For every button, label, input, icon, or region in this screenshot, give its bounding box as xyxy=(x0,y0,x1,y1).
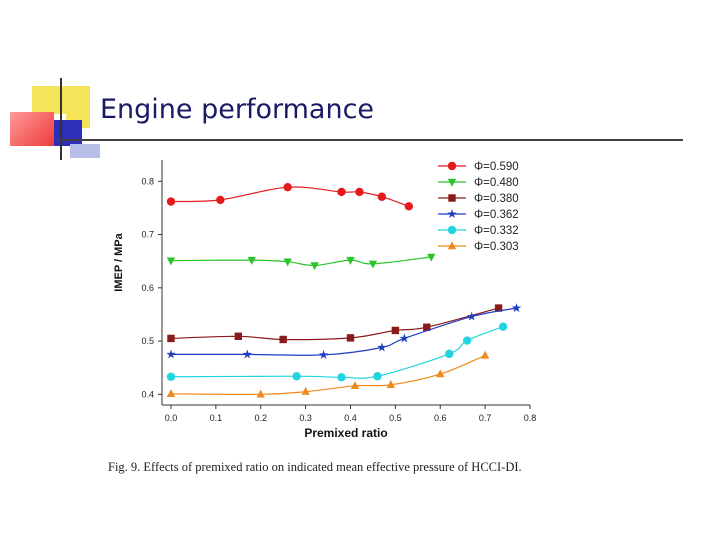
data-point xyxy=(466,311,477,321)
data-point xyxy=(337,373,346,382)
data-point xyxy=(166,389,176,398)
data-point xyxy=(310,262,319,271)
imep-chart: 0.0 0.1 0.2 0.3 0.4 0.5 0.6 0.7 0.8 0.4 0.5 0.6 0.7 0… xyxy=(113,160,537,440)
legend-marker xyxy=(447,241,457,250)
data-point xyxy=(511,303,522,313)
data-point xyxy=(242,349,252,359)
data-point xyxy=(436,369,445,378)
legend-marker xyxy=(447,225,457,235)
data-point xyxy=(283,258,292,267)
data-point xyxy=(318,349,329,359)
data-point xyxy=(256,389,265,398)
data-point xyxy=(494,304,503,312)
y-tick-label: 0.5 xyxy=(141,336,154,346)
data-point xyxy=(404,202,414,211)
data-point xyxy=(279,335,287,344)
slide-title: Engine performance xyxy=(100,94,375,125)
data-point xyxy=(166,257,176,266)
y-tick-label: 0.7 xyxy=(141,230,154,240)
x-tick-label: 0.4 xyxy=(344,413,357,423)
data-point xyxy=(368,260,378,269)
data-point xyxy=(377,192,387,201)
data-point xyxy=(166,349,176,359)
x-tick-label: 0.8 xyxy=(524,413,537,423)
x-tick-label: 0.6 xyxy=(434,413,447,423)
figure-caption: Fig. 9. Effects of premixed ratio on ind… xyxy=(108,460,522,474)
data-point xyxy=(346,256,355,265)
legend-marker xyxy=(447,209,457,218)
y-tick-label: 0.8 xyxy=(141,176,154,186)
deco-red-block xyxy=(10,112,54,146)
data-point xyxy=(445,349,454,359)
x-tick-label: 0.2 xyxy=(254,413,267,423)
data-point xyxy=(350,381,360,390)
x-axis-label: Premixed ratio xyxy=(304,426,387,440)
legend-entry: Φ=0.590 xyxy=(474,161,519,173)
data-point xyxy=(423,323,431,331)
legend-entry: Φ=0.303 xyxy=(474,241,519,253)
data-point xyxy=(355,187,364,197)
data-point xyxy=(462,336,472,345)
data-point xyxy=(373,372,382,381)
legend-entry: Φ=0.480 xyxy=(474,177,519,189)
x-tick-label: 0.3 xyxy=(299,413,312,423)
data-point xyxy=(166,372,176,381)
data-point xyxy=(377,342,387,352)
data-point xyxy=(167,334,175,343)
x-tick-label: 0.0 xyxy=(165,413,178,423)
legend-marker xyxy=(447,178,457,187)
data-point xyxy=(234,332,242,340)
x-tick-label: 0.7 xyxy=(479,413,492,423)
data-point xyxy=(292,372,301,381)
data-point xyxy=(346,334,355,342)
data-point xyxy=(283,182,292,192)
deco-blue-block xyxy=(54,120,82,146)
data-point xyxy=(337,187,346,197)
y-tick-label: 0.6 xyxy=(141,283,154,293)
y-tick-label: 0.4 xyxy=(141,389,154,399)
data-point xyxy=(166,197,176,206)
data-point xyxy=(391,326,400,335)
data-point xyxy=(399,333,410,343)
deco-lightblue-block xyxy=(70,144,100,158)
data-point xyxy=(480,350,490,359)
series-line-4 xyxy=(170,307,517,356)
x-tick-label: 0.1 xyxy=(210,413,223,423)
legend-marker xyxy=(448,194,456,202)
legend-entry: Φ=0.362 xyxy=(474,209,519,221)
legend-entry: Φ=0.380 xyxy=(474,193,519,205)
legend-entry: Φ=0.332 xyxy=(474,225,519,237)
deco-vertical-line xyxy=(60,78,62,160)
data-point xyxy=(386,380,396,388)
legend-marker xyxy=(447,161,457,171)
y-axis-label: IMEP / MPa xyxy=(113,232,125,291)
data-point xyxy=(427,253,436,262)
title-divider xyxy=(60,139,683,141)
data-point xyxy=(247,256,256,265)
data-point xyxy=(498,322,508,331)
data-point xyxy=(301,386,310,395)
x-tick-label: 0.5 xyxy=(389,413,402,423)
data-point xyxy=(216,195,225,205)
series-line-5 xyxy=(170,326,504,379)
series-line-2 xyxy=(170,256,432,267)
